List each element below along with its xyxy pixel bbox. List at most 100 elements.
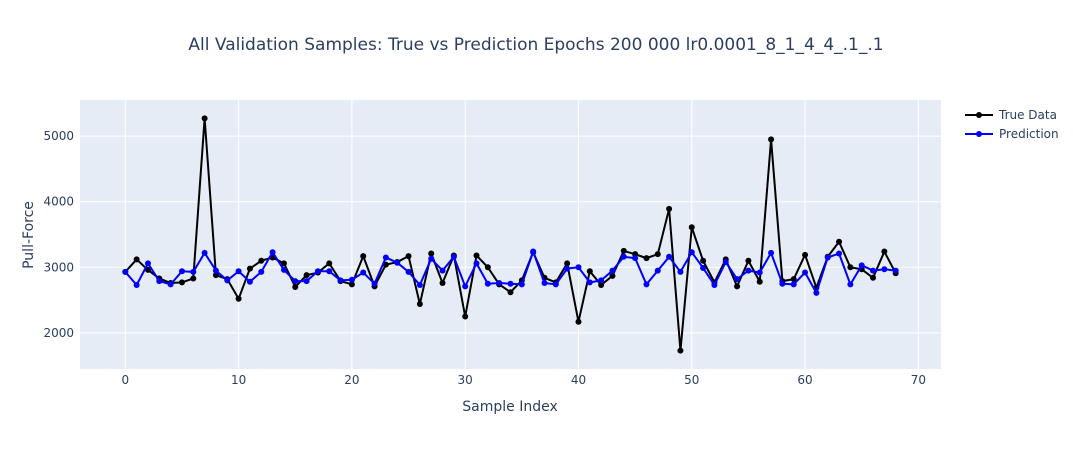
data-point[interactable] <box>632 255 639 262</box>
data-point[interactable] <box>201 249 208 256</box>
data-point[interactable] <box>870 267 877 274</box>
data-point[interactable] <box>462 283 469 290</box>
data-point[interactable] <box>802 269 809 276</box>
data-point[interactable] <box>881 248 888 255</box>
data-point[interactable] <box>405 268 412 275</box>
legend[interactable]: True Data Prediction <box>965 108 1059 141</box>
data-point[interactable] <box>462 313 469 320</box>
data-point[interactable] <box>326 268 333 275</box>
data-point[interactable] <box>133 256 140 263</box>
data-point[interactable] <box>258 268 265 275</box>
data-point[interactable] <box>212 267 219 274</box>
data-point[interactable] <box>609 272 616 279</box>
data-point[interactable] <box>416 301 423 308</box>
data-point[interactable] <box>303 278 310 285</box>
data-point[interactable] <box>654 251 661 258</box>
data-point[interactable] <box>178 279 185 286</box>
data-point[interactable] <box>360 253 367 260</box>
data-point[interactable] <box>167 281 174 288</box>
data-point[interactable] <box>190 275 197 282</box>
data-point[interactable] <box>224 277 231 284</box>
data-point[interactable] <box>235 268 242 275</box>
data-point[interactable] <box>745 257 752 264</box>
data-point[interactable] <box>326 260 333 267</box>
data-point[interactable] <box>122 268 129 275</box>
data-point[interactable] <box>643 255 650 262</box>
data-point[interactable] <box>790 276 797 283</box>
data-point[interactable] <box>484 264 491 271</box>
data-point[interactable] <box>473 252 480 259</box>
data-point[interactable] <box>870 274 877 281</box>
data-point[interactable] <box>564 260 571 267</box>
data-point[interactable] <box>677 268 684 275</box>
data-point[interactable] <box>858 262 865 269</box>
data-point[interactable] <box>881 266 888 273</box>
data-point[interactable] <box>666 205 673 212</box>
data-point[interactable] <box>212 272 219 279</box>
data-point[interactable] <box>518 281 525 288</box>
data-point[interactable] <box>405 253 412 260</box>
data-point[interactable] <box>473 260 480 267</box>
data-point[interactable] <box>575 318 582 325</box>
data-point[interactable] <box>507 280 514 287</box>
data-point[interactable] <box>269 249 276 256</box>
data-point[interactable] <box>824 254 831 261</box>
data-point[interactable] <box>654 267 661 274</box>
data-point[interactable] <box>598 277 605 284</box>
data-point[interactable] <box>700 264 707 271</box>
data-point[interactable] <box>688 249 695 256</box>
legend-item[interactable]: Prediction <box>965 127 1059 141</box>
data-point[interactable] <box>439 280 446 287</box>
data-point[interactable] <box>439 267 446 274</box>
data-point[interactable] <box>292 278 299 285</box>
data-point[interactable] <box>552 281 559 288</box>
data-point[interactable] <box>496 280 503 287</box>
data-point[interactable] <box>235 295 242 302</box>
data-point[interactable] <box>711 282 718 289</box>
data-point[interactable] <box>734 283 741 290</box>
data-point[interactable] <box>314 268 321 275</box>
data-point[interactable] <box>700 257 707 264</box>
data-point[interactable] <box>450 253 457 260</box>
data-point[interactable] <box>507 289 514 296</box>
data-point[interactable] <box>609 267 616 274</box>
data-point[interactable] <box>756 278 763 285</box>
data-point[interactable] <box>144 266 151 273</box>
data-point[interactable] <box>564 265 571 272</box>
data-point[interactable] <box>348 276 355 283</box>
data-point[interactable] <box>133 282 140 289</box>
data-point[interactable] <box>734 276 741 283</box>
data-point[interactable] <box>348 281 355 288</box>
data-point[interactable] <box>620 253 627 260</box>
data-point[interactable] <box>836 250 843 257</box>
data-point[interactable] <box>246 265 253 272</box>
data-point[interactable] <box>530 248 537 255</box>
data-point[interactable] <box>258 257 265 264</box>
data-point[interactable] <box>178 268 185 275</box>
data-point[interactable] <box>360 269 367 276</box>
data-point[interactable] <box>768 136 775 143</box>
data-point[interactable] <box>666 253 673 260</box>
data-point[interactable] <box>484 280 491 287</box>
data-point[interactable] <box>575 264 582 271</box>
data-point[interactable] <box>598 282 605 289</box>
data-point[interactable] <box>382 254 389 261</box>
data-point[interactable] <box>813 289 820 296</box>
data-point[interactable] <box>688 224 695 231</box>
data-point[interactable] <box>144 260 151 267</box>
data-point[interactable] <box>541 280 548 287</box>
data-point[interactable] <box>292 283 299 290</box>
data-point[interactable] <box>428 250 435 257</box>
data-point[interactable] <box>428 255 435 262</box>
legend-item[interactable]: True Data <box>965 108 1057 122</box>
data-point[interactable] <box>156 278 163 285</box>
data-point[interactable] <box>802 251 809 258</box>
data-point[interactable] <box>892 267 899 274</box>
data-point[interactable] <box>768 249 775 256</box>
data-point[interactable] <box>790 281 797 288</box>
data-point[interactable] <box>190 268 197 275</box>
data-point[interactable] <box>280 266 287 273</box>
data-point[interactable] <box>586 279 593 286</box>
data-point[interactable] <box>836 238 843 245</box>
data-point[interactable] <box>779 280 786 287</box>
